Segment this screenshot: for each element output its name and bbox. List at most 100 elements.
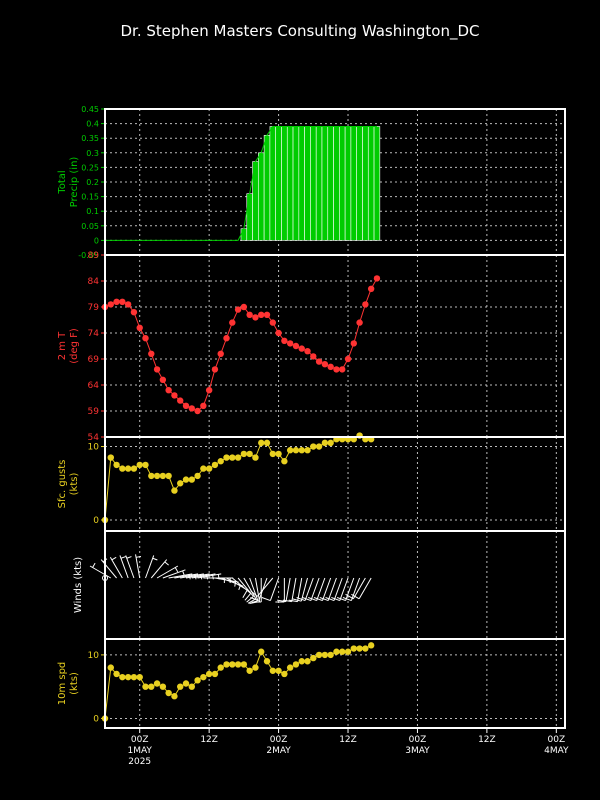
y-tick-label: 0.15 bbox=[81, 193, 99, 202]
gusts-point bbox=[142, 461, 149, 469]
y-tick-label: 0.05 bbox=[81, 222, 99, 231]
y-axis-label: 10m spd bbox=[57, 662, 68, 706]
precip-bar bbox=[269, 126, 276, 241]
precip-bar bbox=[315, 126, 323, 241]
barb-half-feather bbox=[120, 556, 126, 559]
temperature-point bbox=[344, 355, 352, 363]
barb-staff bbox=[249, 577, 259, 601]
wind10m-point bbox=[258, 648, 265, 655]
barb-feather bbox=[345, 593, 354, 600]
temperature-point bbox=[148, 350, 155, 357]
y-tick-label: 64 bbox=[88, 381, 100, 391]
y-tick-label: 84 bbox=[88, 277, 100, 287]
wind10m-point bbox=[130, 673, 138, 681]
barb-feather bbox=[351, 593, 360, 600]
barb-half-feather bbox=[174, 567, 179, 573]
temperature-point bbox=[350, 340, 358, 347]
wind10m-point bbox=[315, 651, 323, 659]
wind-barb bbox=[282, 577, 297, 603]
gusts-point bbox=[304, 447, 311, 454]
barb-feather bbox=[288, 599, 298, 603]
wind-speed-panel: 0 10 10m spd (kts) bbox=[57, 638, 566, 729]
temperature-point bbox=[130, 309, 138, 316]
precip-bar bbox=[263, 134, 271, 241]
precip-bar bbox=[240, 228, 248, 241]
precip-bar bbox=[350, 126, 357, 241]
barb-half-feather bbox=[111, 556, 117, 561]
temperature-point bbox=[119, 298, 126, 305]
y-tick-label: 0.4 bbox=[86, 120, 99, 129]
x-year-label: 2025 bbox=[128, 757, 151, 767]
precip-bar bbox=[304, 126, 311, 241]
temperature-point bbox=[153, 366, 161, 373]
wind10m-point bbox=[171, 693, 178, 700]
wind-barb bbox=[250, 577, 274, 597]
wind-barb bbox=[252, 578, 262, 603]
barb-staff bbox=[243, 577, 257, 600]
precip-bar bbox=[356, 126, 363, 241]
temperature-point bbox=[258, 311, 265, 318]
wind10m-point bbox=[304, 658, 311, 665]
wind10m-point bbox=[339, 648, 346, 655]
barb-half-feather bbox=[182, 570, 185, 576]
gusts-point bbox=[124, 465, 132, 472]
x-date-label: 1MAY bbox=[127, 746, 152, 756]
wind-barb bbox=[292, 577, 308, 602]
wind10m-point bbox=[263, 658, 271, 665]
winds-panel: Winds (kts) bbox=[73, 530, 566, 640]
barb-feather bbox=[308, 597, 317, 602]
temperature-point bbox=[107, 301, 114, 308]
wind10m-point bbox=[269, 667, 276, 674]
gusts-point bbox=[107, 454, 114, 461]
y-tick-label: 74 bbox=[88, 329, 100, 339]
precip-bar bbox=[292, 126, 300, 241]
wind10m-point bbox=[321, 651, 329, 659]
precip-bar bbox=[373, 126, 381, 241]
precip-bar bbox=[362, 126, 369, 241]
barb-staff bbox=[300, 577, 308, 602]
barb-staff bbox=[89, 565, 112, 579]
wind10m-point bbox=[281, 670, 288, 678]
gusts-point bbox=[281, 458, 288, 465]
gusts-point bbox=[217, 458, 224, 465]
barb-staff bbox=[333, 577, 343, 601]
y-tick-label: 0.35 bbox=[81, 134, 99, 143]
gusts-panel: 0 10 Sfc. gusts (kts) bbox=[57, 432, 566, 532]
y-tick-label: 59 bbox=[88, 407, 100, 417]
wind10m-point bbox=[310, 654, 317, 662]
barb-feather bbox=[282, 599, 292, 603]
temperature-point bbox=[136, 324, 143, 331]
temperature-point bbox=[269, 319, 276, 326]
wind-barb bbox=[145, 555, 158, 579]
wind10m-point bbox=[177, 683, 184, 690]
gusts-point bbox=[165, 472, 172, 480]
temperature-point bbox=[188, 405, 195, 412]
temperature-point bbox=[310, 353, 317, 360]
wind10m-point bbox=[194, 677, 201, 684]
temperature-point bbox=[327, 363, 334, 370]
wind10m-point bbox=[327, 651, 334, 659]
temperature-point bbox=[298, 345, 305, 352]
temperature-point bbox=[362, 301, 369, 308]
barb-feather bbox=[250, 590, 258, 597]
gusts-point bbox=[315, 443, 323, 450]
wind10m-point bbox=[153, 680, 161, 687]
wind10m-point bbox=[367, 642, 375, 649]
x-date-label: 3MAY bbox=[405, 746, 430, 756]
temperature-point bbox=[177, 397, 184, 404]
wind-barb bbox=[125, 555, 135, 579]
gusts-point bbox=[200, 465, 207, 472]
gusts-point bbox=[240, 450, 248, 458]
gusts-point bbox=[298, 447, 305, 454]
wind10m-point bbox=[107, 664, 114, 671]
wind10m-point bbox=[344, 648, 352, 655]
y-axis-label: (kts) bbox=[69, 672, 80, 695]
barb-staff bbox=[180, 573, 204, 579]
barb-half-feather bbox=[164, 561, 169, 566]
barb-staff bbox=[254, 577, 261, 602]
y-axis-label: Total bbox=[57, 170, 68, 194]
wind10m-point bbox=[292, 661, 300, 668]
barb-feather bbox=[246, 596, 254, 603]
gusts-point bbox=[130, 465, 138, 472]
